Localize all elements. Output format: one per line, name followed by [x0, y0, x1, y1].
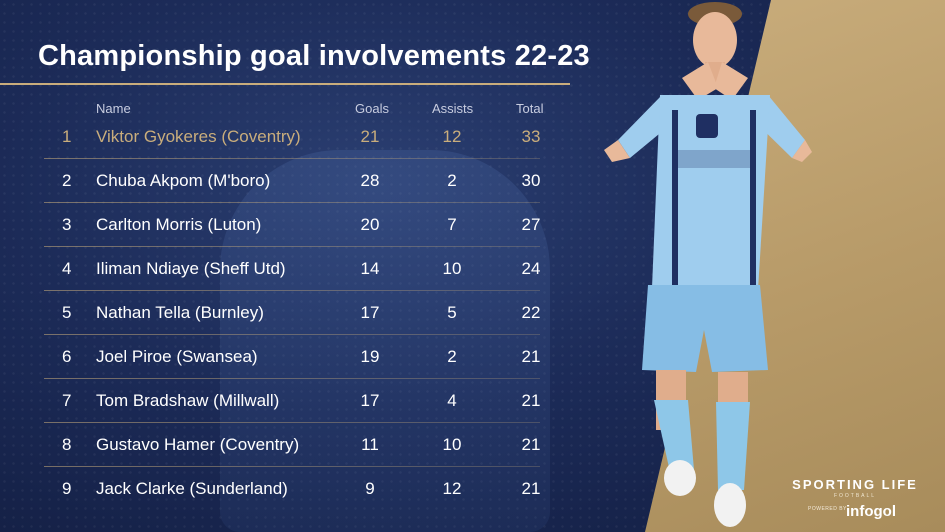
column-header-name: Name — [96, 101, 131, 116]
goals-value: 19 — [360, 347, 380, 366]
row-divider — [44, 158, 540, 159]
row-divider — [44, 246, 540, 247]
assists-value: 5 — [447, 303, 457, 322]
table-row: 4 Iliman Ndiaye (Sheff Utd) 14 10 24 — [0, 247, 560, 291]
player-name: Joel Piroe (Swansea) — [96, 347, 258, 366]
total-value: 21 — [521, 435, 541, 454]
goals-value: 20 — [360, 215, 380, 234]
table-row: 3 Carlton Morris (Luton) 20 7 27 — [0, 203, 560, 247]
total-value: 27 — [521, 215, 541, 234]
goals-value: 14 — [360, 259, 380, 278]
assists-value: 4 — [447, 391, 457, 410]
row-divider — [44, 334, 540, 335]
player-name: Viktor Gyokeres (Coventry) — [96, 127, 301, 146]
rank: 4 — [62, 259, 72, 278]
player-celebration-image — [604, 2, 812, 527]
table-row: 7 Tom Bradshaw (Millwall) 17 4 21 — [0, 379, 560, 423]
rank: 5 — [62, 303, 72, 322]
player-name: Carlton Morris (Luton) — [96, 215, 262, 234]
table-row: 5 Nathan Tella (Burnley) 17 5 22 — [0, 291, 560, 335]
player-name: Jack Clarke (Sunderland) — [96, 479, 288, 498]
goals-value: 9 — [365, 479, 375, 498]
row-divider — [44, 290, 540, 291]
rank: 2 — [62, 171, 72, 190]
goals-value: 11 — [361, 435, 379, 454]
assists-value: 12 — [442, 479, 462, 498]
rank: 6 — [62, 347, 72, 366]
table-row: 2 Chuba Akpom (M'boro) 28 2 30 — [0, 159, 560, 203]
rank: 8 — [62, 435, 72, 454]
table-row: 6 Joel Piroe (Swansea) 19 2 21 — [0, 335, 560, 379]
total-value: 21 — [521, 479, 541, 498]
title-underline — [0, 83, 570, 85]
rank: 1 — [62, 127, 72, 146]
sporting-life-logo: SPORTING LIFE FOOTBALL — [790, 477, 920, 499]
goals-value: 17 — [360, 303, 380, 322]
total-value: 33 — [521, 127, 541, 146]
goals-value: 21 — [360, 127, 380, 146]
column-header-assists: Assists — [432, 101, 474, 116]
total-value: 21 — [521, 347, 541, 366]
player-name: Iliman Ndiaye (Sheff Utd) — [96, 259, 286, 278]
row-divider — [44, 378, 540, 379]
goals-value: 28 — [360, 171, 380, 190]
total-value: 22 — [521, 303, 541, 322]
row-divider — [44, 466, 540, 467]
assists-value: 2 — [447, 347, 457, 366]
brand-name: SPORTING LIFE — [792, 477, 918, 492]
player-name: Tom Bradshaw (Millwall) — [96, 391, 280, 410]
goals-value: 17 — [360, 391, 380, 410]
rank: 9 — [62, 479, 72, 498]
row-divider — [44, 422, 540, 423]
assists-value: 12 — [442, 127, 462, 146]
infogol-logo: infogol — [846, 503, 896, 520]
column-header-total: Total — [516, 101, 544, 116]
powered-by-label: POWERED BY — [808, 506, 847, 512]
page-title: Championship goal involvements 22-23 — [38, 40, 590, 72]
total-value: 21 — [521, 391, 541, 410]
player-name: Gustavo Hamer (Coventry) — [96, 435, 300, 454]
assists-value: 7 — [447, 215, 457, 234]
brand-subtitle: FOOTBALL — [833, 493, 877, 499]
rank: 3 — [62, 215, 72, 234]
row-divider — [44, 202, 540, 203]
table-row: 9 Jack Clarke (Sunderland) 9 12 21 — [0, 467, 560, 511]
background-player-image — [220, 150, 550, 532]
player-name: Chuba Akpom (M'boro) — [96, 171, 271, 190]
assists-value: 2 — [447, 171, 457, 190]
assists-value: 10 — [442, 435, 462, 454]
player-name: Nathan Tella (Burnley) — [96, 303, 264, 322]
rank: 7 — [62, 391, 72, 410]
table-row: 8 Gustavo Hamer (Coventry) 11 10 21 — [0, 423, 560, 467]
table-row: 1 Viktor Gyokeres (Coventry) 21 12 33 — [0, 115, 560, 159]
assists-value: 10 — [442, 259, 462, 278]
column-header-goals: Goals — [355, 101, 389, 116]
total-value: 24 — [521, 259, 541, 278]
total-value: 30 — [521, 171, 541, 190]
